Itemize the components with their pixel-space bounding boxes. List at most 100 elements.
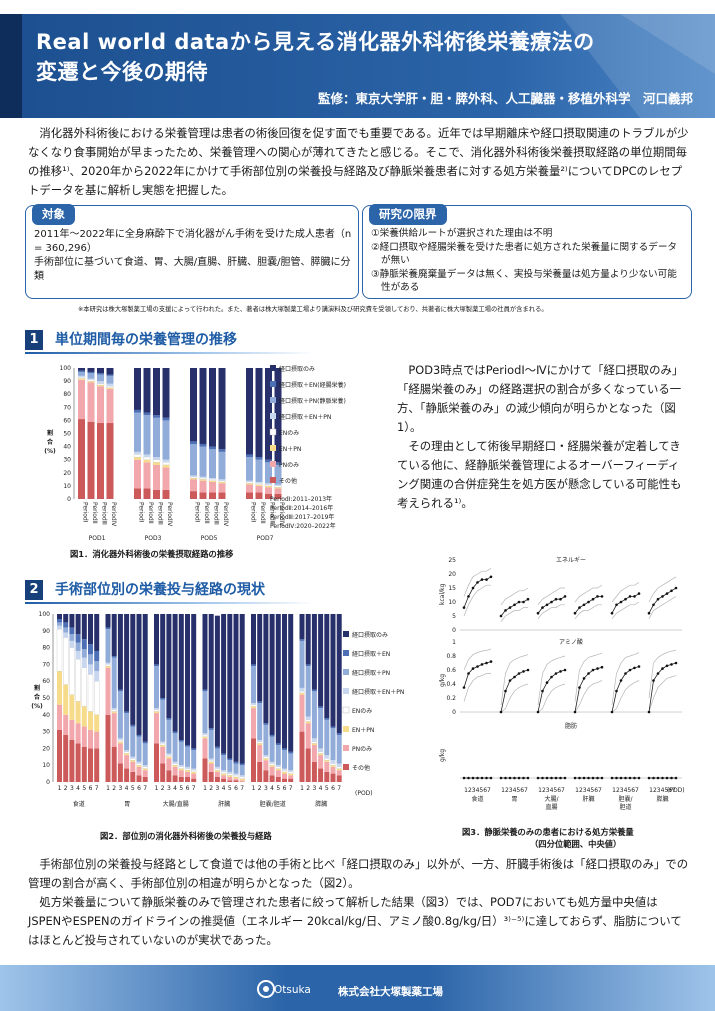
bar-segment-fig2-g1-b2-s7 xyxy=(117,763,123,782)
bar-segment-fig2-g0-b0-s6 xyxy=(57,704,62,730)
legend-swatch xyxy=(270,477,276,483)
median-point xyxy=(480,776,484,780)
median-point xyxy=(633,595,636,598)
bar-segment-fig1-g1-b3-s5 xyxy=(162,464,170,468)
bar-segment-fig2-g4-b2-s0 xyxy=(263,614,269,724)
bar-segment-fig2-g0-b1-s3 xyxy=(63,632,69,638)
bar-segment-fig1-g1-b0-s6 xyxy=(134,459,141,489)
x-tick-label: 1234567 xyxy=(649,787,676,794)
bar-segment-fig1-g3-b3-s4 xyxy=(274,485,282,488)
fig3-chart: エネルギー kcal/kg 0 5 10 15 20 25 アミノ酸 g/kg 0 0.2 0.4 0.6… xyxy=(439,557,685,811)
section1-number: 1 xyxy=(25,330,43,350)
bar-segment-fig2-g5-b2-s6 xyxy=(311,745,317,762)
median-point xyxy=(541,689,544,693)
bar-segment-fig2-g2-b6-s1 xyxy=(191,748,197,751)
bar-segment-fig2-g1-b5-s7 xyxy=(136,775,142,782)
bar-segment-fig1-g0-b0-s7 xyxy=(78,419,85,499)
bar-segment-fig2-g4-b4-s6 xyxy=(275,770,281,777)
median-point xyxy=(485,578,488,581)
bar-segment-fig1-g0-b3-s3 xyxy=(106,383,114,387)
group-label: 食道 xyxy=(471,795,483,803)
median-point xyxy=(582,603,586,607)
y-tick-label: 80 xyxy=(63,391,71,398)
median-point xyxy=(637,776,641,780)
x-tick-label: 6 xyxy=(186,785,190,792)
bar-segment-fig2-g1-b0-s2 xyxy=(105,629,111,663)
panel-title: エネルギー xyxy=(556,557,586,564)
bar-segment-fig2-g3-b1-s0 xyxy=(208,614,214,729)
median-point xyxy=(628,776,632,780)
bar-segment-fig2-g2-b3-s0 xyxy=(172,614,178,732)
bar-segment-fig2-g3-b6-s0 xyxy=(239,614,245,764)
limit-item-1: ①栄養供給ルートが選択された理由は不明 xyxy=(371,228,553,239)
section1-underline xyxy=(25,352,315,354)
bar-segment-fig2-g1-b6-s4 xyxy=(142,766,148,769)
bar-segment-fig2-g2-b2-s5 xyxy=(166,756,172,759)
bar-segment-fig2-g2-b1-s2 xyxy=(160,699,166,742)
median-point xyxy=(591,776,595,780)
median-point xyxy=(550,600,553,604)
median-point xyxy=(545,681,549,684)
median-point xyxy=(624,597,627,601)
median-point xyxy=(513,603,516,607)
bar-segment-fig2-g1-b6-s7 xyxy=(142,776,148,782)
median-point xyxy=(615,776,618,780)
bar-segment-fig2-g3-b4-s2 xyxy=(227,760,233,772)
bar-segment-fig2-g0-b4-s1 xyxy=(81,639,87,650)
median-point xyxy=(471,586,475,590)
bar-segment-fig2-g4-b0-s6 xyxy=(251,708,256,739)
section1-header: 1 単位期間毎の栄養管理の推移 xyxy=(25,330,315,354)
median-point xyxy=(600,776,604,780)
bar-segment-fig2-g3-b0-s3 xyxy=(202,733,208,735)
bar-segment-fig2-g2-b0-s2 xyxy=(154,666,159,709)
bar-segment-fig1-g0-b1-s6 xyxy=(87,382,95,422)
bar-segment-fig1-g0-b2-s2 xyxy=(97,374,104,382)
bar-segment-fig2-g4-b6-s2 xyxy=(288,753,294,771)
bar-segment-fig2-g4-b4-s7 xyxy=(275,776,281,782)
x-tick-label: 6 xyxy=(234,785,238,792)
median-point xyxy=(522,670,525,673)
x-tick-label: 5 xyxy=(131,785,135,792)
bar-segment-fig1-g1-b1-s1 xyxy=(143,412,151,416)
y-axis-label: 割 xyxy=(47,429,53,437)
bar-segment-fig2-g2-b3-s6 xyxy=(172,766,178,776)
bar-segment-fig2-g2-b3-s4 xyxy=(172,763,178,766)
bar-segment-fig2-g5-b4-s7 xyxy=(324,771,330,782)
median-point xyxy=(647,710,651,714)
x-tick-label: 1 xyxy=(106,785,110,792)
median-point xyxy=(633,776,636,780)
bar-segment-fig2-g0-b4-s5 xyxy=(81,706,87,727)
bar-segment-fig2-g1-b6-s1 xyxy=(142,741,148,744)
bar-segment-fig2-g1-b3-s2 xyxy=(124,713,130,751)
bar-segment-fig1-g2-b2-s1 xyxy=(209,446,216,450)
median-point xyxy=(550,776,553,780)
bar-segment-fig2-g5-b5-s2 xyxy=(330,728,336,761)
bar-segment-fig2-g0-b3-s6 xyxy=(75,723,81,744)
y-tick-label: 100 xyxy=(60,365,72,372)
bar-segment-fig2-g3-b2-s3 xyxy=(214,766,220,769)
bar-segment-fig2-g1-b2-s1 xyxy=(117,689,123,692)
bar-segment-fig2-g4-b5-s2 xyxy=(282,750,287,769)
bar-segment-fig2-g2-b2-s0 xyxy=(166,614,172,719)
bar-segment-fig2-g3-b0-s4 xyxy=(202,734,208,737)
bar-segment-fig2-g0-b1-s7 xyxy=(63,734,69,782)
median-point xyxy=(526,597,530,601)
bar-segment-fig2-g4-b1-s0 xyxy=(257,614,263,702)
bar-segment-fig2-g0-b6-s4 xyxy=(94,681,100,715)
x-tick-label: PeriodⅡ xyxy=(147,502,154,524)
bar-segment-fig2-g0-b4-s6 xyxy=(81,726,87,747)
bar-segment-fig2-g3-b3-s0 xyxy=(221,614,227,754)
bar-segment-fig2-g1-b1-s5 xyxy=(111,711,117,714)
bar-segment-fig1-g1-b0-s1 xyxy=(134,409,141,413)
bar-segment-fig2-g0-b2-s1 xyxy=(69,627,75,635)
median-point xyxy=(476,665,479,668)
bar-segment-fig2-g1-b3-s4 xyxy=(123,751,130,754)
bar-segment-fig2-g1-b5-s1 xyxy=(136,734,142,737)
bar-segment-fig2-g3-b4-s3 xyxy=(227,771,233,774)
legend-label: 経口摂取＋PN(静脈栄養) xyxy=(279,397,346,405)
bar-segment-fig1-g1-b3-s7 xyxy=(162,489,170,499)
bar-segment-fig2-g4-b6-s0 xyxy=(288,614,294,752)
bar-segment-fig1-g1-b2-s3 xyxy=(153,457,160,460)
median-point xyxy=(587,600,590,604)
